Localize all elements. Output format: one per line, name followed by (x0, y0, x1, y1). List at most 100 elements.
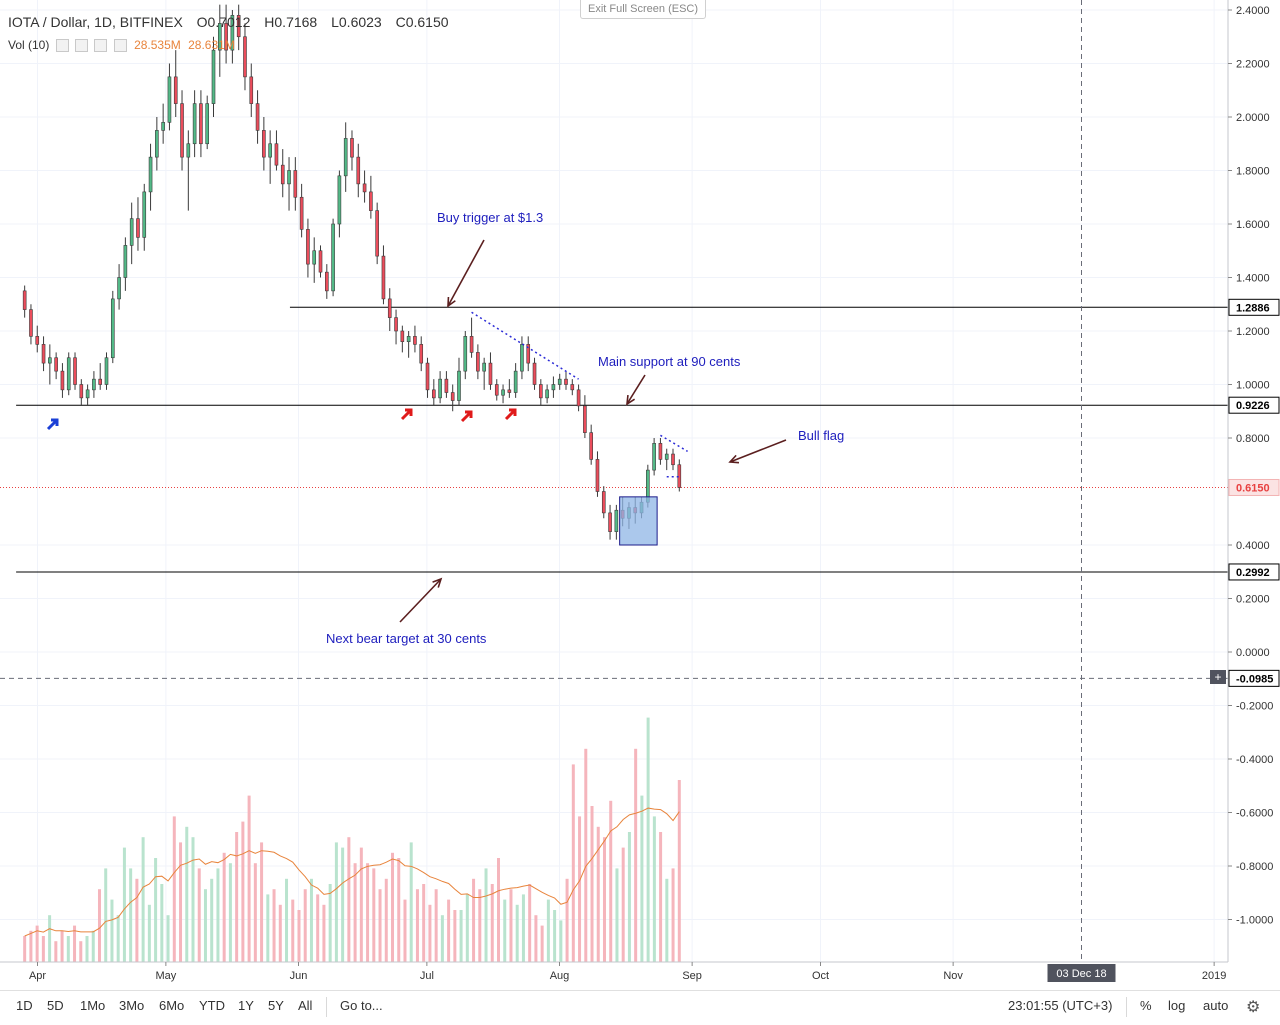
range-all[interactable]: All (298, 998, 313, 1013)
open-value: O0.7012 (196, 14, 251, 30)
range-5y[interactable]: 5Y (268, 998, 284, 1013)
candle-body (173, 76, 178, 104)
volume-bar (303, 889, 307, 962)
close-icon[interactable] (113, 39, 127, 53)
candle (557, 373, 562, 390)
price-tick-label: 1.8000 (1236, 166, 1270, 178)
settings-icon[interactable] (75, 39, 89, 53)
range-5d[interactable]: 5D (47, 998, 64, 1013)
range-3mo[interactable]: 3Mo (119, 998, 145, 1013)
candle (79, 379, 84, 406)
volume-bar (309, 878, 313, 962)
toolbar-divider (1126, 997, 1127, 1017)
candle-body (576, 389, 581, 407)
range-6mo[interactable]: 6Mo (159, 998, 185, 1013)
candle-body (92, 378, 96, 391)
candle-body (564, 378, 568, 385)
candle-body (652, 443, 656, 471)
candle-body (243, 36, 247, 78)
candle (356, 143, 361, 198)
candle (243, 23, 247, 91)
volume-value: 28.535M (134, 38, 181, 52)
volume-bar (578, 816, 582, 962)
percent-toggle[interactable]: % (1140, 998, 1152, 1013)
price-tick-label: 0.2000 (1236, 594, 1270, 606)
volume-bar (203, 889, 207, 962)
candle-body (123, 245, 128, 278)
volume-bar (272, 889, 276, 962)
price-tick-label: -0.4000 (1236, 754, 1273, 766)
symbol-title[interactable]: IOTA / Dollar, 1D, BITFINEX (8, 14, 183, 30)
range-ytd[interactable]: YTD (199, 998, 225, 1013)
candle (293, 157, 298, 211)
candle (595, 451, 600, 497)
candle-body (306, 229, 310, 265)
range-1y[interactable]: 1Y (238, 998, 254, 1013)
volume-bar (627, 832, 631, 962)
candle-body (85, 389, 90, 399)
candle (576, 384, 581, 412)
crosshair-icon[interactable]: + (1210, 670, 1226, 684)
candle-body (507, 389, 512, 393)
candle-body (262, 130, 266, 158)
candle-body (658, 443, 663, 460)
volume-bar (496, 858, 500, 962)
candle-body (362, 183, 367, 193)
price-tick-label: 1.2000 (1236, 326, 1270, 338)
volume-bar (197, 868, 201, 962)
volume-bar (341, 847, 345, 962)
candle (41, 336, 46, 372)
candle-body (450, 392, 455, 401)
volume-bar (528, 884, 532, 962)
price-chart[interactable]: Buy trigger at $1.3 Main support at 90 ce… (0, 0, 1280, 990)
candle (488, 352, 493, 390)
exit-fullscreen-button[interactable]: Exit Full Screen (ESC) (580, 0, 706, 19)
candle-body (98, 378, 102, 385)
candle-body (205, 103, 210, 145)
candle (136, 197, 140, 251)
candle-body (356, 156, 361, 185)
candle-body (129, 218, 134, 246)
price-tick-label: -1.0000 (1236, 915, 1273, 927)
goto-button[interactable]: Go to... (340, 998, 383, 1013)
candle (608, 504, 612, 540)
log-toggle[interactable]: log (1168, 998, 1186, 1013)
candle-body (110, 298, 115, 359)
volume-bar (440, 915, 444, 962)
time-tick-label: Apr (29, 970, 46, 982)
candle-body (148, 156, 153, 193)
candle (274, 130, 279, 171)
volume-label[interactable]: Vol (10) (8, 38, 50, 52)
more-icon[interactable] (94, 39, 108, 53)
candle (614, 504, 619, 540)
volume-bar (278, 904, 282, 962)
candle (161, 103, 165, 144)
volume-bar (478, 889, 482, 962)
price-label-bg (1228, 669, 1280, 687)
candle (463, 331, 468, 380)
volume-ma-value: 28.631M (188, 38, 235, 52)
volume-bar (403, 899, 407, 962)
date-crosshair-bg (1047, 964, 1116, 982)
eye-icon[interactable] (55, 39, 69, 53)
volume-bar (359, 847, 363, 962)
candle-body (29, 309, 33, 337)
volume-bar (147, 904, 151, 962)
volume-bar (521, 894, 525, 962)
auto-toggle[interactable]: auto (1203, 998, 1229, 1013)
range-1mo[interactable]: 1Mo (80, 998, 106, 1013)
range-1d[interactable]: 1D (16, 998, 33, 1013)
candle-body (167, 76, 172, 123)
candle (217, 4, 222, 77)
candle (173, 50, 178, 117)
red-pivot-arrow (504, 408, 517, 421)
arrow-head (728, 454, 740, 464)
consolidation-box (619, 496, 658, 546)
volume-bar (453, 910, 457, 962)
candle-body (293, 170, 298, 198)
candle (123, 237, 128, 291)
volume-bar (260, 842, 264, 962)
gear-icon[interactable]: ⚙ (1246, 999, 1261, 1016)
price-label-bg (1228, 396, 1280, 414)
price-label-text: 0.9226 (1236, 400, 1270, 412)
